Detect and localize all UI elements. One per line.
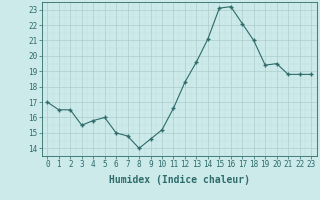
X-axis label: Humidex (Indice chaleur): Humidex (Indice chaleur) xyxy=(109,175,250,185)
